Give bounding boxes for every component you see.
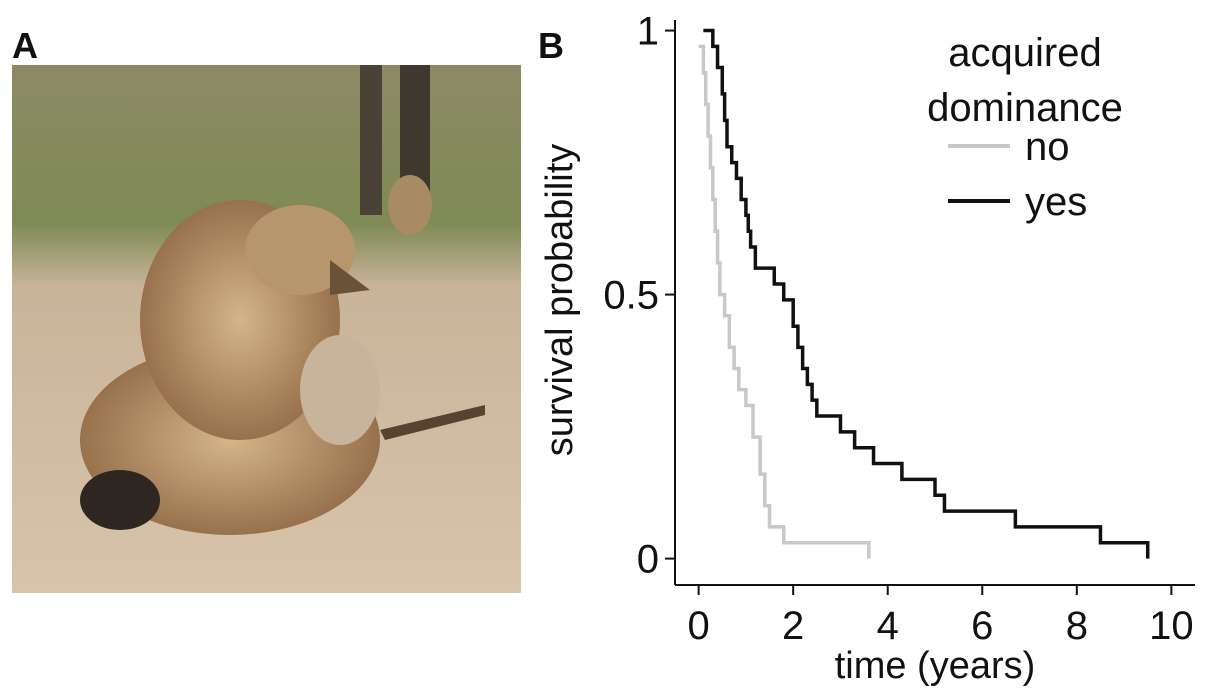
x-tick-label: 2 (782, 604, 804, 648)
survival-curve (698, 44, 871, 559)
legend-label: no (1025, 125, 1070, 169)
survival-curve (703, 28, 1150, 559)
x-axis-label: time (years) (835, 645, 1036, 687)
panel-label: A (12, 25, 38, 66)
x-tick-label: 8 (1066, 604, 1088, 648)
x-tick-label: 0 (688, 604, 710, 648)
x-tick-label: 10 (1149, 604, 1194, 648)
y-tick-label: 0 (637, 538, 659, 582)
y-tick-label: 1 (637, 10, 659, 54)
x-tick-label: 6 (971, 604, 993, 648)
legend-title: dominance (927, 86, 1123, 130)
legend-title: acquired (948, 31, 1101, 75)
legend-label: yes (1025, 180, 1087, 224)
y-tick-label: 0.5 (603, 274, 659, 318)
panel-label: B (538, 25, 564, 66)
y-axis-label: survival probability (539, 144, 581, 457)
photo (12, 65, 521, 593)
x-tick-label: 4 (877, 604, 899, 648)
